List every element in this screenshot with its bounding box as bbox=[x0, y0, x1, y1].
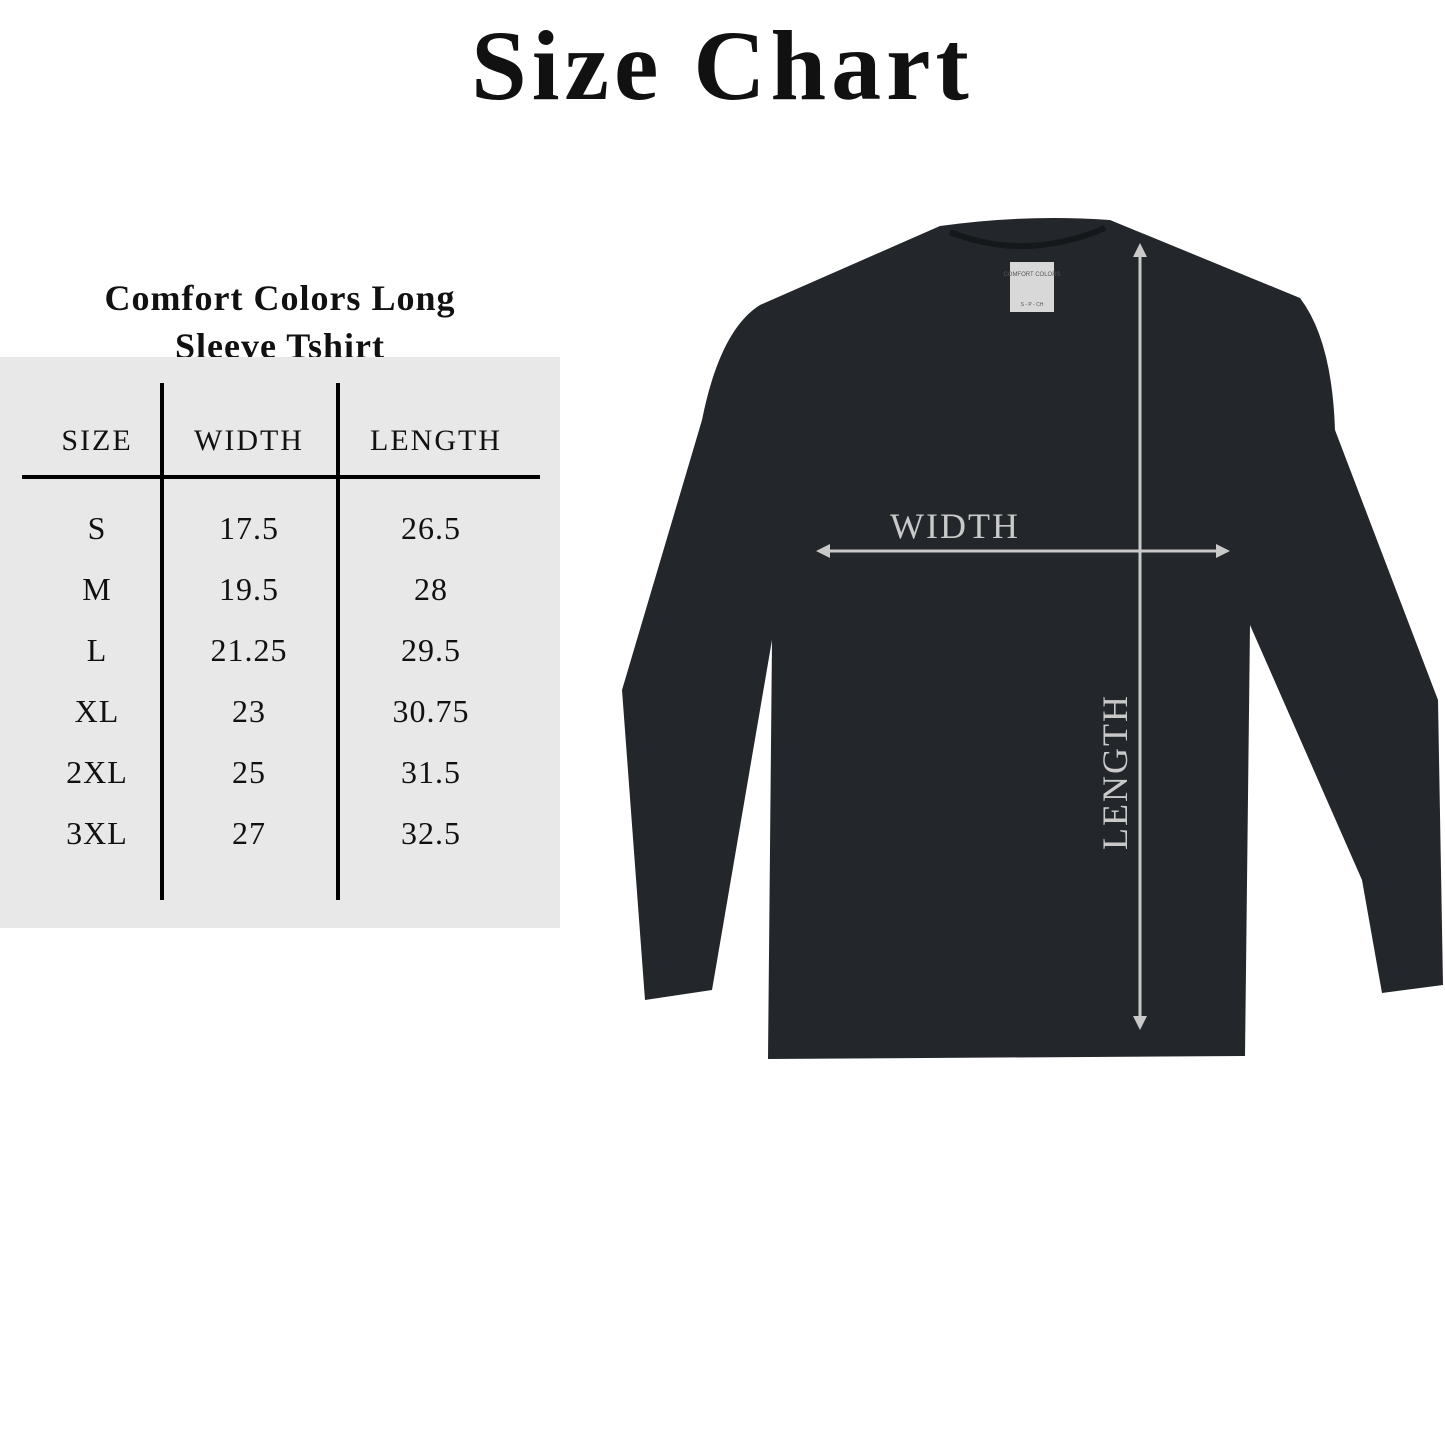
product-name-line-1: Comfort Colors Long bbox=[104, 278, 456, 318]
column-divider bbox=[160, 383, 164, 900]
shirt-icon bbox=[622, 218, 1443, 1059]
length-arrow-bottom-head bbox=[1133, 1016, 1147, 1030]
header-divider bbox=[22, 475, 540, 479]
cell-size: 3XL bbox=[66, 815, 128, 851]
measure-arrows bbox=[816, 243, 1230, 1030]
cell-width: 19.5 bbox=[219, 571, 279, 607]
cell-size: 2XL bbox=[66, 754, 128, 790]
width-arrow-left-head bbox=[816, 544, 830, 558]
cell-size: L bbox=[86, 632, 108, 668]
cell-length: 30.75 bbox=[392, 693, 470, 729]
cell-length: 28 bbox=[414, 571, 448, 607]
cell-width: 25 bbox=[232, 754, 266, 790]
header-length: LENGTH bbox=[370, 424, 502, 457]
cell-width: 23 bbox=[232, 693, 266, 729]
length-arrow-top-head bbox=[1133, 243, 1147, 257]
tag-brand: COMFORT COLORS bbox=[1003, 272, 1060, 278]
shirt-tag bbox=[1010, 262, 1054, 312]
column-divider bbox=[336, 383, 340, 900]
width-arrow-right-head bbox=[1216, 544, 1230, 558]
header-size: SIZE bbox=[61, 424, 133, 457]
cell-length: 29.5 bbox=[401, 632, 461, 668]
cell-length: 32.5 bbox=[401, 815, 461, 851]
cell-width: 21.25 bbox=[210, 632, 288, 668]
cell-width: 17.5 bbox=[219, 510, 279, 546]
cell-width: 27 bbox=[232, 815, 266, 851]
cell-length: 26.5 bbox=[401, 510, 461, 546]
cell-size: S bbox=[87, 510, 107, 546]
header-width: WIDTH bbox=[194, 424, 304, 457]
width-label: WIDTH bbox=[890, 506, 1020, 546]
cell-length: 31.5 bbox=[401, 754, 461, 790]
page-title: Size Chart bbox=[471, 10, 974, 121]
size-table-panel bbox=[0, 357, 560, 928]
cell-size: XL bbox=[74, 693, 120, 729]
cell-size: M bbox=[82, 571, 112, 607]
length-label: LENGTH bbox=[1095, 694, 1135, 850]
tag-size: S - P - CH bbox=[1021, 302, 1044, 308]
